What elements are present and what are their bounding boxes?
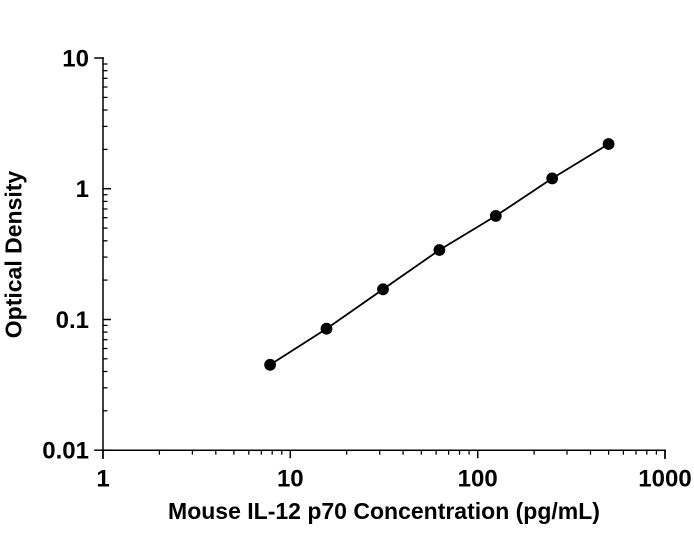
- svg-text:0.1: 0.1: [56, 307, 89, 334]
- svg-text:1: 1: [96, 466, 109, 493]
- svg-text:1000: 1000: [638, 466, 691, 493]
- svg-text:10: 10: [62, 46, 89, 73]
- svg-text:100: 100: [458, 466, 498, 493]
- svg-text:1: 1: [76, 176, 89, 203]
- svg-text:0.01: 0.01: [42, 438, 89, 465]
- svg-text:10: 10: [277, 466, 304, 493]
